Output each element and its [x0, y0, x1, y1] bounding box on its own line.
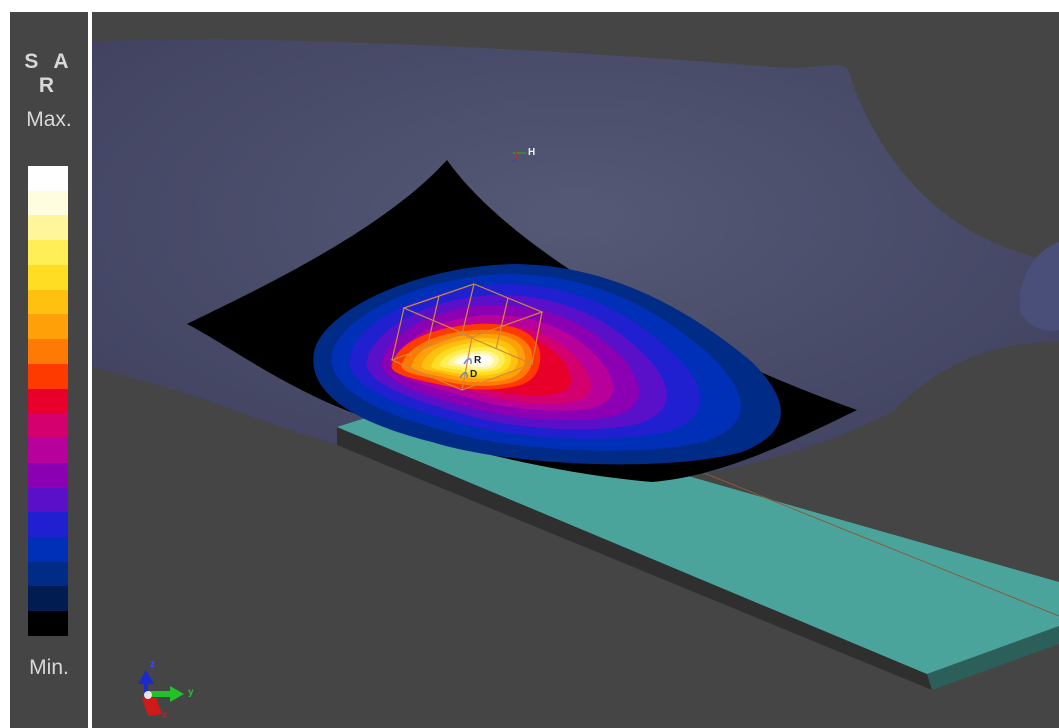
3d-viewport[interactable]: R D H z y x	[92, 12, 1059, 728]
axis-orientation-gizmo[interactable]: z y x	[138, 659, 194, 721]
legend-min-label: Min.	[29, 656, 69, 679]
3d-scene: R D H z y x	[92, 39, 1059, 721]
colorbar-swatch-11	[28, 438, 68, 463]
probe-wireframe	[390, 283, 544, 391]
colorbar-swatch-18	[28, 611, 68, 636]
colorbar-swatch-5	[28, 289, 68, 315]
phantom-rim-right	[1019, 242, 1059, 331]
colorbar-swatch-15	[28, 537, 68, 562]
legend-title: S A R	[24, 50, 74, 97]
colorbar-swatch-13	[28, 487, 68, 513]
svg-text:y: y	[188, 687, 194, 698]
device-slab-side-right	[927, 626, 1059, 690]
device-center-line	[651, 451, 1059, 617]
colorbar-swatch-1	[28, 190, 68, 216]
legend-max-label: Max.	[26, 108, 72, 131]
sar-distribution	[313, 264, 781, 465]
colorbar-swatch-2	[28, 215, 68, 241]
colorbar-swatch-9	[28, 388, 68, 414]
device-slab-top	[337, 400, 1059, 674]
colorbar-swatch-16	[28, 561, 68, 587]
colorbar-swatch-3	[28, 240, 68, 265]
svg-text:z: z	[150, 659, 155, 670]
head-reference-marker: H	[512, 147, 535, 163]
svg-text:x: x	[162, 710, 168, 721]
svg-text:H: H	[528, 147, 535, 158]
svg-text:D: D	[470, 369, 477, 380]
y-axis-arrow	[170, 686, 184, 702]
colorbar-swatch-17	[28, 586, 68, 612]
y-axis-shaft	[148, 691, 170, 697]
z-axis-arrow	[138, 670, 154, 684]
d-marker: D	[459, 369, 477, 380]
sar-colorbar	[28, 166, 68, 636]
colorbar-swatch-8	[28, 363, 68, 389]
colorbar-swatch-4	[28, 264, 68, 290]
x-axis-arrow	[142, 698, 162, 716]
colorbar-swatch-12	[28, 462, 68, 488]
colorbar-swatch-6	[28, 314, 68, 340]
colorbar-swatch-0	[28, 166, 68, 191]
device-slab-side	[337, 427, 932, 690]
sar-legend-panel: S A R Max. Min.	[10, 12, 88, 728]
r-marker: R	[463, 355, 482, 366]
colorbar-swatch-7	[28, 339, 68, 364]
svg-text:R: R	[474, 355, 482, 366]
colorbar-swatch-10	[28, 413, 68, 439]
colorbar-swatch-14	[28, 512, 68, 538]
